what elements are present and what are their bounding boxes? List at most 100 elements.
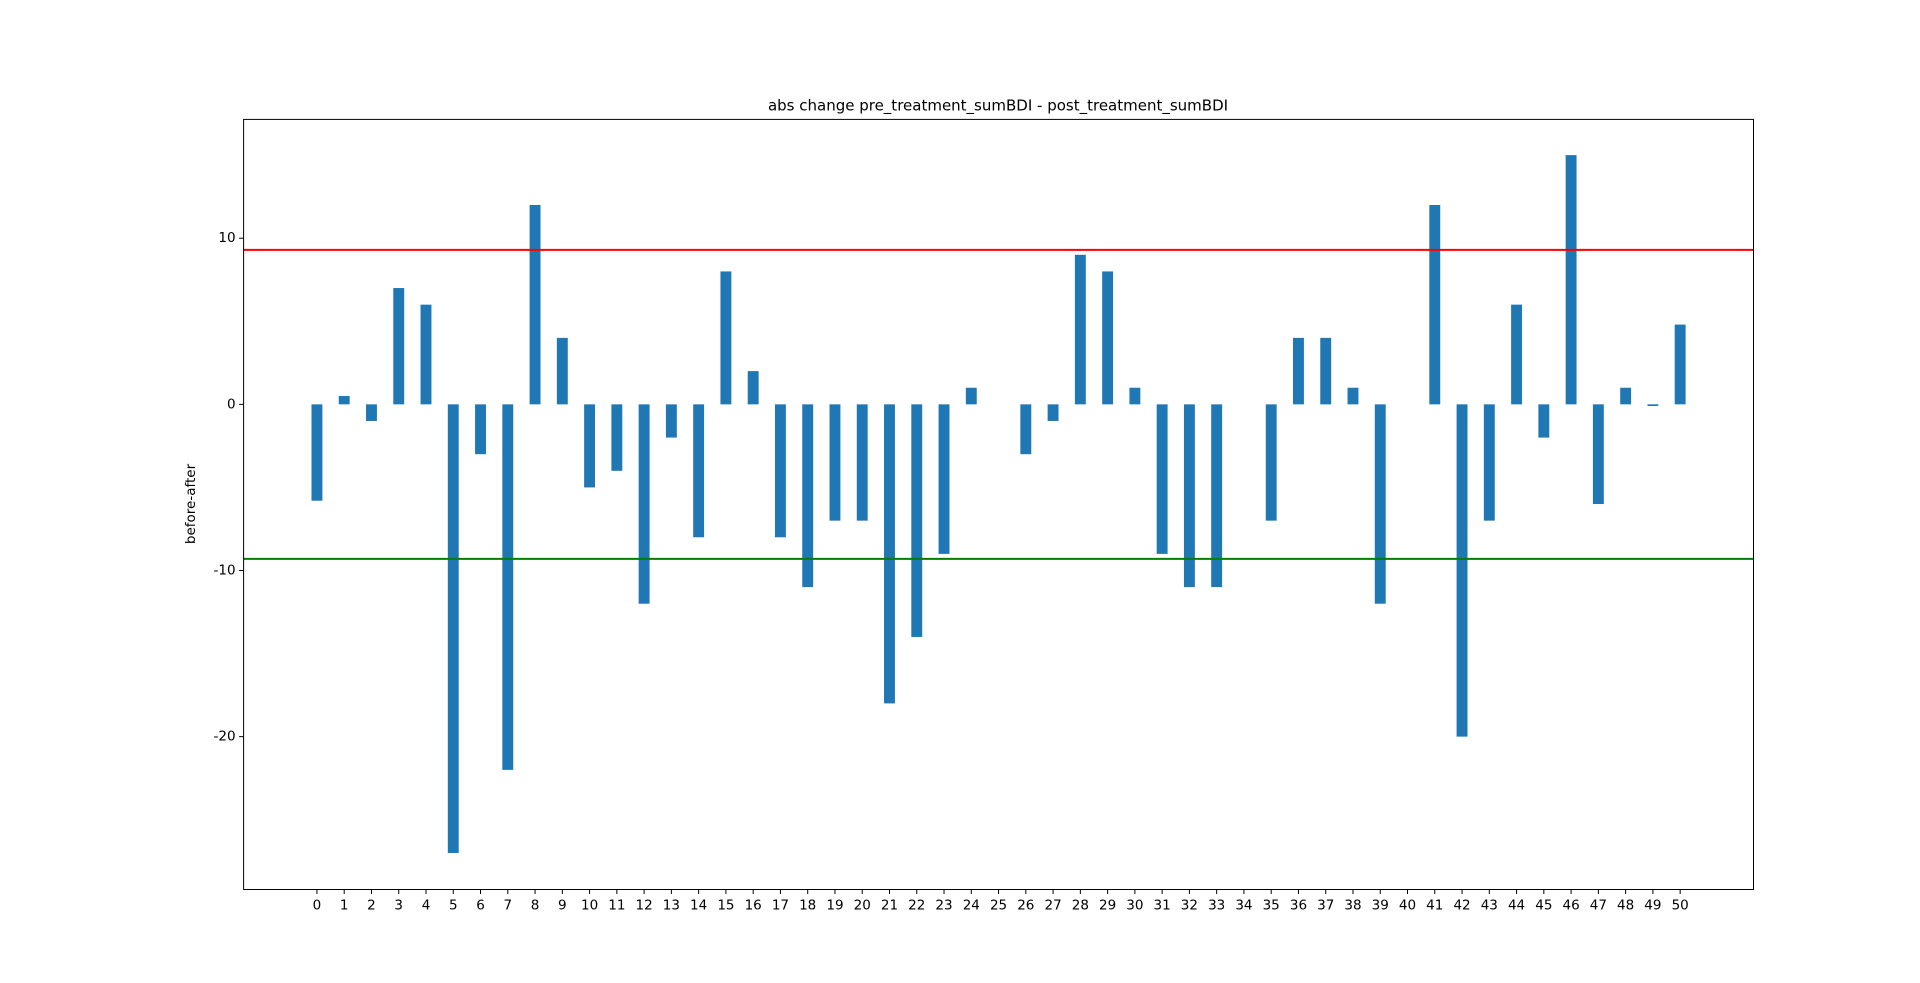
bar	[1074, 254, 1086, 405]
x-tick-label: 17	[772, 898, 789, 914]
bar	[1211, 404, 1223, 588]
x-tick-label: 43	[1481, 898, 1498, 914]
x-tick-label: 42	[1453, 898, 1470, 914]
x-tick-label: 41	[1426, 898, 1443, 914]
bar	[1347, 387, 1359, 405]
x-tick-label: 36	[1290, 898, 1307, 914]
x-tick-label: 6	[476, 898, 485, 914]
x-tick-label: 31	[1154, 898, 1171, 914]
bar	[747, 371, 759, 405]
bar	[1674, 324, 1686, 405]
x-tick-label: 34	[1235, 898, 1252, 914]
bar	[1647, 404, 1659, 407]
x-tick-label: 14	[690, 898, 707, 914]
plot-frame	[243, 118, 1755, 890]
bar	[366, 404, 377, 421]
x-tick-label: 50	[1672, 898, 1689, 914]
bar	[1483, 404, 1495, 521]
y-tick-label: 10	[218, 230, 235, 246]
bar	[529, 204, 541, 405]
bar	[965, 387, 977, 405]
x-tick-label: 2	[367, 898, 376, 914]
bar	[665, 404, 677, 438]
x-tick-label: 10	[581, 898, 598, 914]
bar	[393, 288, 405, 405]
x-tick-label: 44	[1508, 898, 1525, 914]
x-tick-label: 7	[503, 898, 512, 914]
x-tick-label: 37	[1317, 898, 1334, 914]
bar	[1565, 155, 1577, 405]
x-tick-label: 47	[1590, 898, 1607, 914]
x-tick-label: 45	[1535, 898, 1552, 914]
bar	[856, 404, 868, 521]
x-tick-label: 18	[799, 898, 816, 914]
x-tick-label: 21	[881, 898, 898, 914]
bar	[311, 404, 323, 501]
x-tick-label: 15	[717, 898, 734, 914]
bar	[1429, 204, 1441, 405]
x-tick-label: 1	[340, 898, 349, 914]
x-tick-label: 13	[663, 898, 680, 914]
x-tick-label: 48	[1617, 898, 1634, 914]
x-tick-label: 12	[636, 898, 653, 914]
bar	[338, 396, 350, 405]
chart-title: abs change pre_treatment_sumBDI - post_t…	[768, 97, 1228, 116]
bar	[1156, 404, 1168, 554]
x-tick-label: 8	[531, 898, 540, 914]
bar	[1620, 387, 1632, 405]
bar	[1020, 404, 1032, 455]
bar	[1293, 337, 1304, 405]
x-tick-label: 27	[1044, 898, 1061, 914]
bar	[938, 404, 950, 554]
bar	[420, 304, 432, 405]
bar	[1511, 304, 1523, 405]
y-tick-label: 0	[227, 396, 236, 412]
x-tick-label: 25	[990, 898, 1007, 914]
bar	[556, 337, 568, 405]
bar	[584, 404, 596, 488]
x-tick-label: 0	[313, 898, 322, 914]
y-tick-label: -10	[214, 562, 236, 578]
bar	[1102, 271, 1114, 405]
y-tick-label: -20	[214, 729, 236, 745]
x-tick-label: 20	[854, 898, 871, 914]
x-tick-label: 39	[1372, 898, 1389, 914]
bar	[1538, 404, 1550, 438]
bar	[1320, 337, 1332, 405]
bar	[638, 404, 650, 604]
bar	[829, 404, 841, 521]
x-tick-label: 26	[1017, 898, 1034, 914]
bar	[447, 404, 459, 853]
x-tick-label: 38	[1344, 898, 1361, 914]
bar	[693, 404, 705, 538]
bar	[611, 404, 623, 471]
x-tick-label: 4	[422, 898, 431, 914]
bar	[475, 404, 486, 455]
x-tick-label: 28	[1072, 898, 1089, 914]
bar	[1265, 404, 1277, 521]
x-tick-label: 49	[1644, 898, 1661, 914]
x-tick-label: 23	[935, 898, 952, 914]
bar	[1592, 404, 1604, 505]
x-tick-label: 35	[1263, 898, 1280, 914]
y-axis-label: before-after	[183, 463, 199, 544]
x-tick-label: 19	[826, 898, 843, 914]
x-tick-label: 32	[1181, 898, 1198, 914]
bar	[774, 404, 786, 538]
bar	[502, 404, 514, 770]
x-tick-label: 40	[1399, 898, 1416, 914]
bar	[1456, 404, 1468, 737]
x-tick-label: 11	[608, 898, 625, 914]
bar	[1374, 404, 1386, 604]
x-tick-label: 30	[1126, 898, 1143, 914]
bar	[802, 404, 814, 588]
bar	[720, 271, 732, 405]
x-tick-label: 22	[908, 898, 925, 914]
x-tick-label: 16	[745, 898, 762, 914]
x-tick-label: 24	[963, 898, 980, 914]
x-tick-label: 9	[558, 898, 567, 914]
x-tick-label: 33	[1208, 898, 1225, 914]
x-tick-label: 3	[394, 898, 403, 914]
x-tick-label: 5	[449, 898, 458, 914]
